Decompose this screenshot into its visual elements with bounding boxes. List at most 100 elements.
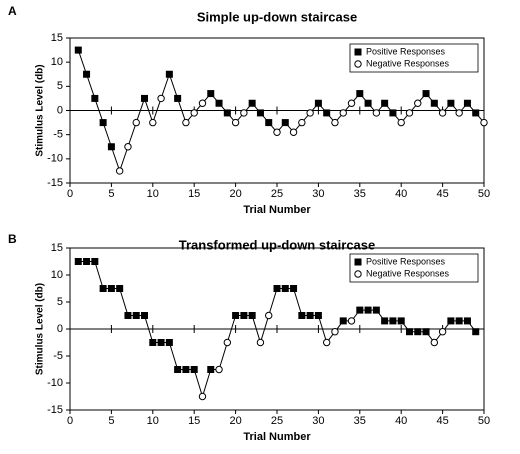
- negative-marker: [331, 118, 339, 127]
- positive-marker: [182, 366, 190, 373]
- x-tick-label: 40: [395, 188, 407, 200]
- negative-marker: [124, 143, 132, 151]
- positive-marker: [463, 317, 471, 325]
- x-tick-label: 35: [354, 415, 366, 427]
- positive-marker: [430, 99, 438, 107]
- positive-marker: [405, 328, 413, 336]
- positive-marker: [248, 99, 256, 107]
- y-tick-label: -5: [53, 129, 63, 141]
- y-tick-label: 5: [57, 296, 63, 308]
- x-tick-label: 5: [108, 415, 114, 427]
- positive-marker: [314, 99, 322, 107]
- positive-marker: [141, 94, 149, 102]
- positive-marker: [165, 70, 173, 78]
- positive-marker: [281, 119, 289, 127]
- negative-marker: [198, 392, 207, 401]
- x-tick-label: 10: [147, 188, 159, 200]
- positive-marker: [157, 339, 165, 346]
- negative-marker: [198, 99, 207, 107]
- x-tick-label: 50: [478, 188, 490, 200]
- positive-marker: [74, 46, 82, 54]
- legend-label: Negative Responses: [366, 58, 450, 68]
- negative-marker: [256, 338, 265, 347]
- positive-marker: [207, 90, 215, 98]
- legend-label: Positive Responses: [366, 46, 446, 56]
- legend-box: [349, 253, 479, 283]
- negative-marker: [347, 317, 356, 325]
- negative-marker: [414, 99, 422, 107]
- positive-marker: [165, 339, 173, 346]
- positive-marker: [91, 94, 99, 102]
- x-tick-label: 5: [108, 188, 114, 200]
- y-tick-label: -15: [47, 404, 63, 416]
- positive-marker: [132, 312, 140, 319]
- positive-marker: [74, 258, 82, 265]
- negative-marker: [430, 338, 439, 347]
- y-tick-label: -15: [47, 177, 63, 189]
- positive-marker: [240, 312, 248, 319]
- x-tick-label: 0: [67, 188, 73, 200]
- positive-marker: [381, 317, 389, 325]
- negative-marker: [372, 109, 381, 117]
- x-tick-label: 45: [436, 188, 448, 200]
- y-tick-label: -5: [53, 350, 63, 362]
- positive-marker: [116, 285, 124, 292]
- y-tick-label: 0: [57, 323, 63, 335]
- negative-marker: [438, 109, 447, 117]
- positive-marker: [356, 90, 364, 98]
- negative-marker: [322, 338, 331, 347]
- legend-label: Positive Responses: [366, 256, 446, 266]
- x-tick-label: 30: [312, 188, 324, 200]
- positive-marker: [190, 366, 198, 373]
- positive-marker: [99, 119, 107, 127]
- x-axis-label: Trial Number: [243, 431, 311, 443]
- legend-marker: [354, 48, 362, 56]
- negative-marker: [240, 109, 248, 117]
- x-tick-label: 30: [312, 415, 324, 427]
- negative-marker: [455, 109, 463, 117]
- positive-marker: [107, 285, 115, 292]
- positive-marker: [248, 312, 256, 319]
- x-tick-label: 20: [229, 188, 241, 200]
- positive-marker: [207, 366, 215, 373]
- positive-marker: [141, 312, 149, 319]
- positive-marker: [91, 258, 99, 265]
- positive-marker: [389, 109, 397, 117]
- positive-marker: [422, 328, 430, 336]
- positive-marker: [364, 99, 372, 107]
- y-tick-label: 15: [51, 32, 63, 44]
- positive-marker: [298, 312, 306, 319]
- y-tick-label: 10: [51, 56, 63, 68]
- positive-marker: [99, 285, 107, 292]
- positive-marker: [447, 317, 455, 325]
- x-tick-label: 15: [188, 415, 200, 427]
- positive-marker: [447, 99, 455, 107]
- negative-marker: [339, 109, 347, 117]
- positive-marker: [174, 94, 182, 102]
- positive-marker: [314, 312, 322, 319]
- positive-marker: [306, 312, 314, 319]
- x-axis-label: Trial Number: [243, 204, 311, 216]
- negative-marker: [306, 109, 314, 117]
- negative-marker: [115, 167, 124, 175]
- negative-marker: [231, 118, 240, 127]
- x-tick-label: 0: [67, 415, 73, 427]
- x-tick-label: 50: [478, 415, 490, 427]
- positive-marker: [339, 317, 347, 325]
- negative-marker: [190, 109, 198, 117]
- negative-marker: [149, 118, 157, 127]
- positive-marker: [356, 306, 364, 314]
- positive-marker: [472, 109, 480, 117]
- positive-marker: [281, 285, 289, 292]
- negative-marker: [480, 118, 488, 127]
- x-tick-label: 45: [436, 415, 448, 427]
- y-tick-label: -10: [47, 377, 63, 389]
- negative-marker: [405, 109, 414, 117]
- positive-marker: [323, 109, 331, 117]
- legend-marker: [354, 60, 362, 68]
- negative-marker: [397, 118, 405, 127]
- positive-marker: [265, 119, 273, 127]
- negative-marker: [223, 338, 232, 347]
- negative-marker: [265, 311, 273, 320]
- y-tick-label: 15: [51, 242, 63, 254]
